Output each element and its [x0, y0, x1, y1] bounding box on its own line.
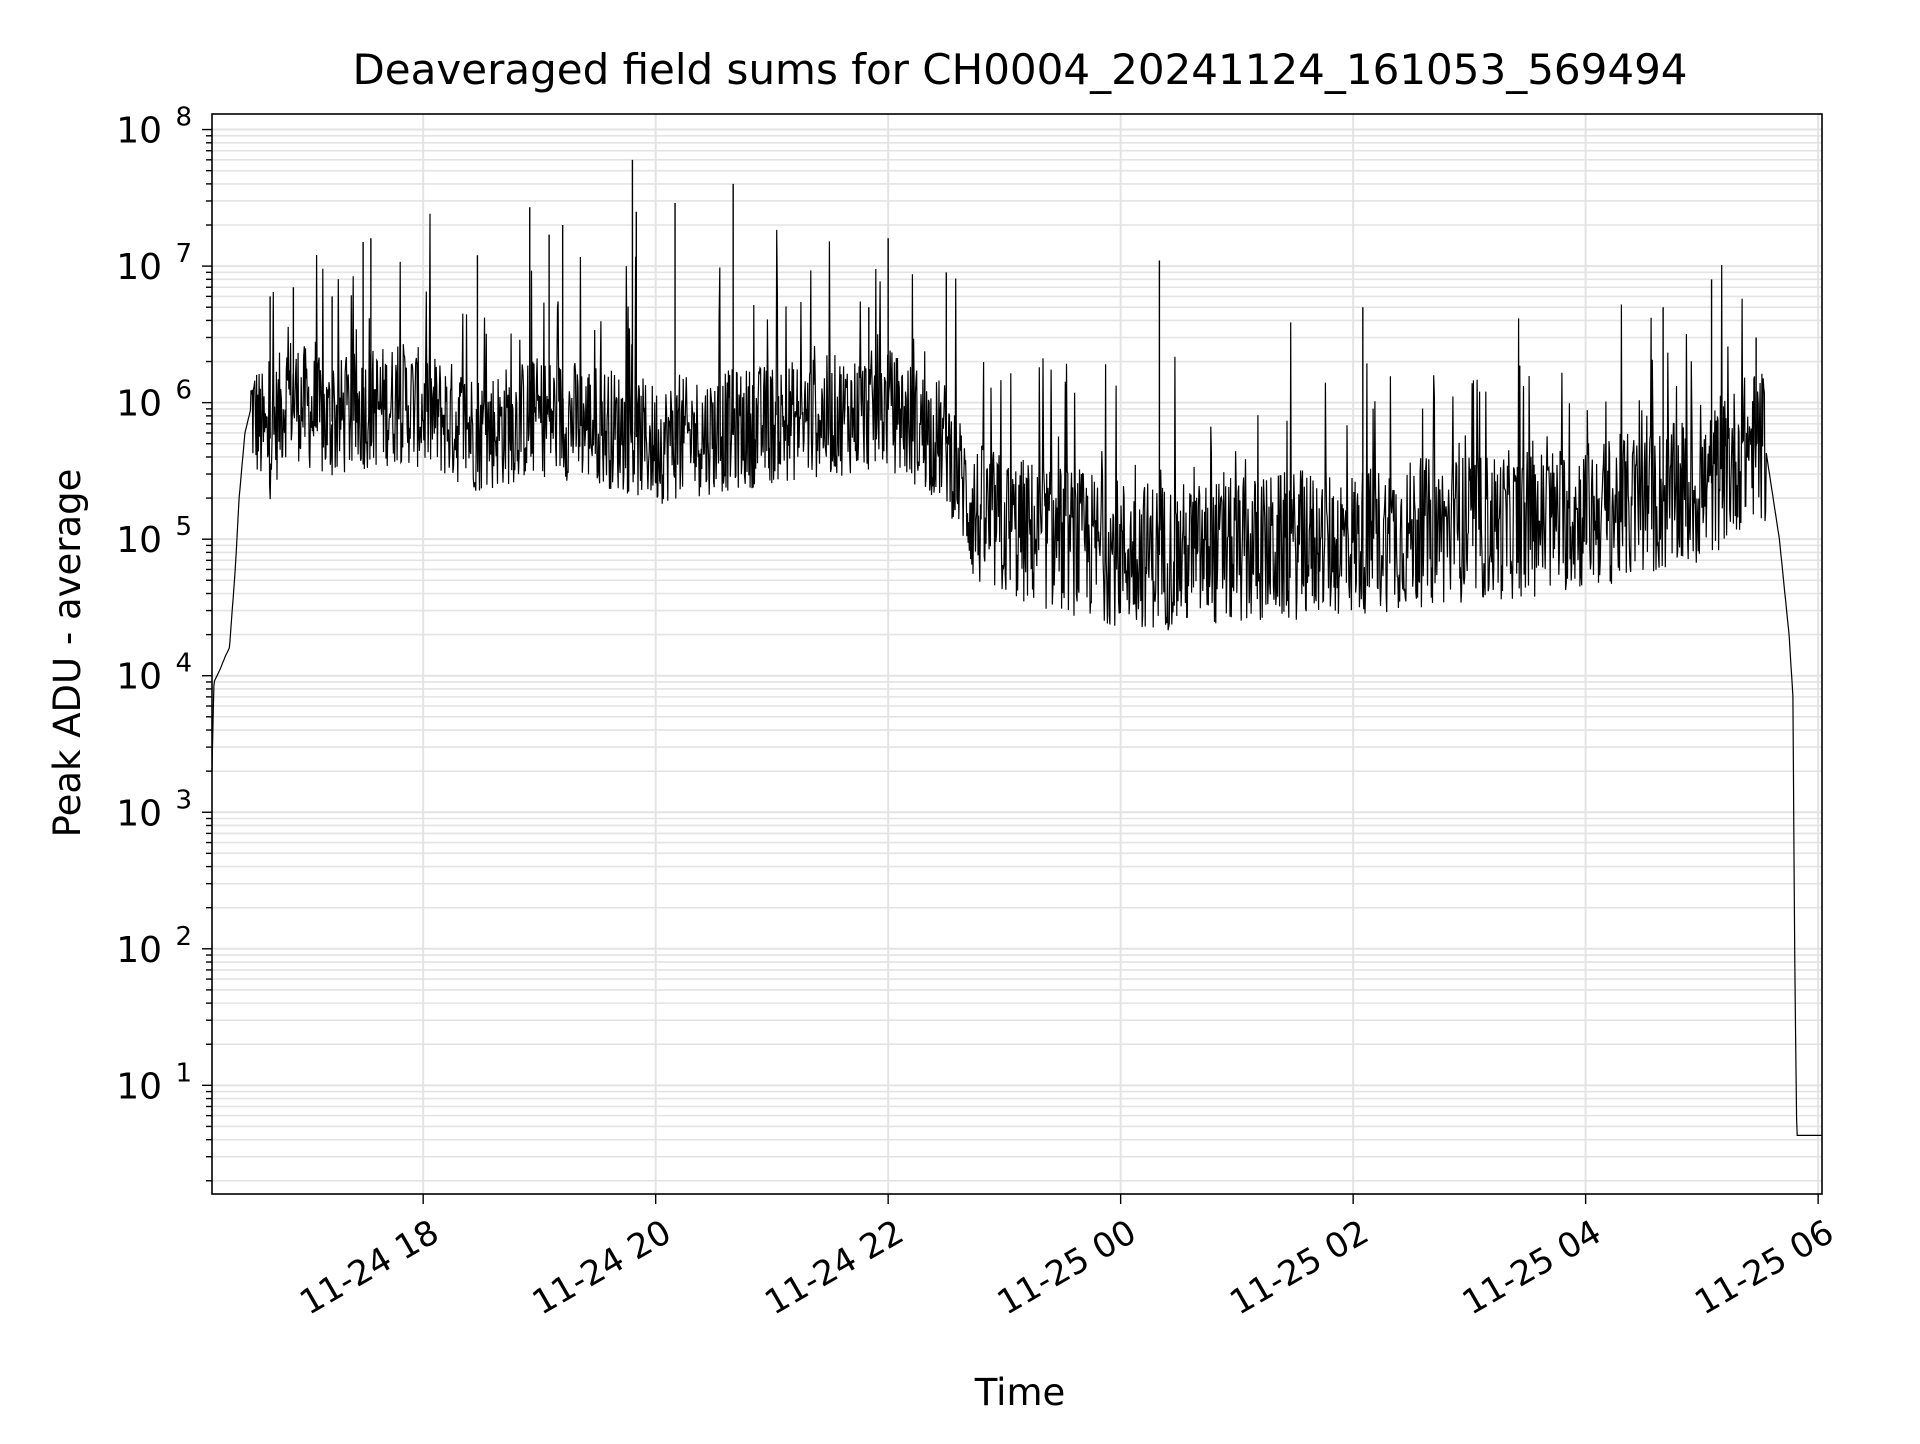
- x-tick-label: 11-25 02: [1223, 1212, 1375, 1323]
- y-tick-label-exponent: 7: [175, 239, 192, 269]
- y-tick-label: 10: [116, 520, 162, 561]
- x-tick-label: 11-24 18: [293, 1212, 445, 1323]
- y-tick-label-exponent: 2: [175, 922, 192, 952]
- y-tick-label: 10: [116, 384, 162, 425]
- y-tick-label: 10: [116, 793, 162, 834]
- x-axis-label: Time: [974, 1371, 1066, 1414]
- y-tick-label: 10: [116, 247, 162, 288]
- chart-title: Deaveraged field sums for CH0004_2024112…: [352, 45, 1687, 94]
- y-tick-label: 10: [116, 111, 162, 152]
- x-tick-label: 11-24 20: [526, 1212, 678, 1323]
- x-tick-label: 11-25 00: [991, 1212, 1143, 1323]
- x-tick-label: 11-24 22: [758, 1212, 910, 1323]
- data-layer: [211, 159, 1822, 1136]
- y-tick-label: 10: [116, 1066, 162, 1107]
- y-tick-label-exponent: 5: [175, 512, 192, 542]
- y-tick-label-exponent: 1: [175, 1058, 192, 1088]
- x-tick-label: 11-25 04: [1456, 1212, 1608, 1323]
- y-tick-label-exponent: 6: [175, 376, 192, 406]
- y-tick-label-exponent: 4: [175, 649, 192, 679]
- y-tick-label-exponent: 3: [175, 785, 192, 815]
- y-tick-label-exponent: 8: [175, 103, 192, 133]
- grid: [212, 114, 1822, 1194]
- x-tick-label: 11-25 06: [1688, 1212, 1840, 1323]
- series-line: [211, 213, 1822, 1136]
- y-tick-label: 10: [116, 930, 162, 971]
- y-axis-label: Peak ADU - average: [46, 469, 89, 838]
- y-tick-label: 10: [116, 657, 162, 698]
- plot-frame: [211, 113, 1823, 1195]
